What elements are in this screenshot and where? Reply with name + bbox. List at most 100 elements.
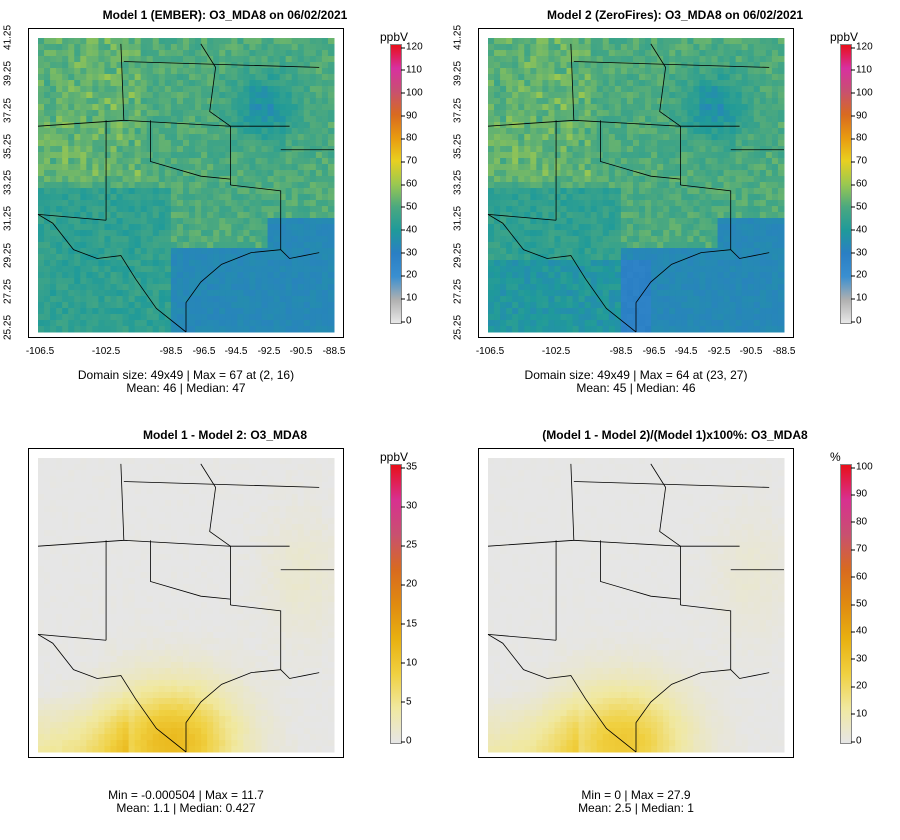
grid-cell [44, 614, 51, 621]
grid-cell [651, 158, 658, 165]
grid-cell [554, 62, 561, 69]
grid-cell [279, 254, 287, 261]
grid-cell [201, 320, 208, 327]
grid-cell [602, 128, 610, 135]
grid-cell [207, 242, 214, 249]
grid-cell [765, 98, 773, 105]
grid-cell [110, 170, 118, 177]
grid-cell [651, 86, 658, 93]
grid-cell [44, 44, 51, 51]
grid-cell [711, 56, 719, 63]
grid-cell [327, 134, 335, 141]
grid-cell [255, 224, 263, 231]
grid-cell [512, 74, 519, 81]
grid-cell [98, 158, 105, 165]
grid-cell [777, 218, 785, 225]
grid-cell [261, 122, 269, 129]
grid-cell [506, 98, 513, 105]
grid-cell [68, 194, 75, 201]
grid-cell [488, 272, 495, 279]
grid-cell [753, 320, 761, 327]
grid-cell [542, 68, 549, 75]
grid-cell [639, 164, 646, 171]
grid-cell [500, 212, 507, 219]
grid-cell [189, 56, 196, 63]
grid-cell [273, 74, 281, 81]
grid-cell [86, 68, 93, 75]
grid-cell [140, 146, 148, 153]
grid-cell [590, 302, 598, 309]
grid-cell [327, 56, 335, 63]
grid-cell [158, 122, 166, 129]
grid-cell [687, 146, 694, 153]
grid-cell [146, 266, 154, 273]
grid-cell [104, 56, 111, 63]
grid-cell [92, 152, 99, 159]
grid-cell [44, 512, 51, 519]
grid-cell [182, 296, 190, 303]
grid-cell [297, 302, 305, 309]
grid-cell [530, 68, 537, 75]
grid-cell [675, 110, 682, 117]
grid-cell [518, 290, 525, 297]
grid-cell [602, 320, 610, 327]
grid-cell [620, 158, 628, 165]
grid-cell [753, 296, 761, 303]
grid-cell [140, 296, 148, 303]
grid-cell [536, 308, 543, 315]
grid-cell [38, 110, 45, 117]
grid-cell [50, 242, 57, 249]
grid-cell [110, 110, 118, 117]
grid-cell [285, 92, 293, 99]
grid-cell [74, 242, 81, 249]
grid-cell [50, 218, 57, 225]
grid-cell [219, 230, 226, 237]
grid-cell [249, 110, 256, 117]
grid-cell [524, 140, 531, 147]
grid-cell [566, 92, 574, 99]
grid-cell [596, 194, 604, 201]
grid-cell [699, 266, 706, 273]
x-tick-label: -94.5 [674, 346, 698, 357]
grid-cell [729, 104, 737, 111]
grid-cell [590, 50, 598, 57]
grid-cell [735, 98, 743, 105]
grid-cell [717, 68, 725, 75]
grid-cell [741, 158, 749, 165]
grid-cell [512, 212, 519, 219]
grid-cell [207, 290, 214, 297]
grid-cell [98, 314, 105, 321]
grid-cell [315, 92, 323, 99]
grid-cell [237, 116, 244, 123]
grid-cell [158, 80, 166, 87]
grid-cell [86, 182, 93, 189]
grid-cell [56, 296, 63, 303]
grid-cell [777, 284, 785, 291]
grid-cell [717, 248, 725, 255]
grid-cell [578, 242, 586, 249]
grid-cell [38, 578, 45, 585]
grid-cell [249, 158, 256, 165]
grid-cell [645, 182, 652, 189]
panel-difference: Model 1 - Model 2: O3_MDA8 Min = -0.0005… [0, 420, 450, 840]
grid-cell [110, 56, 118, 63]
grid-cell [92, 140, 99, 147]
grid-cell [140, 224, 148, 231]
grid-cell [488, 188, 495, 195]
grid-cell [530, 134, 537, 141]
grid-cell [657, 158, 664, 165]
grid-cell [315, 176, 323, 183]
grid-cell [152, 164, 160, 171]
y-tick-label: 35.25 [452, 133, 464, 159]
grid-cell [74, 86, 81, 93]
grid-cell [128, 290, 136, 297]
grid-cell [231, 110, 238, 117]
grid-cell [303, 170, 311, 177]
grid-cell [189, 164, 196, 171]
grid-cell [164, 290, 172, 297]
grid-cell [645, 116, 652, 123]
grid-cell [711, 182, 719, 189]
grid-cell [321, 128, 329, 135]
grid-cell [669, 236, 676, 243]
grid-cell [158, 326, 166, 333]
